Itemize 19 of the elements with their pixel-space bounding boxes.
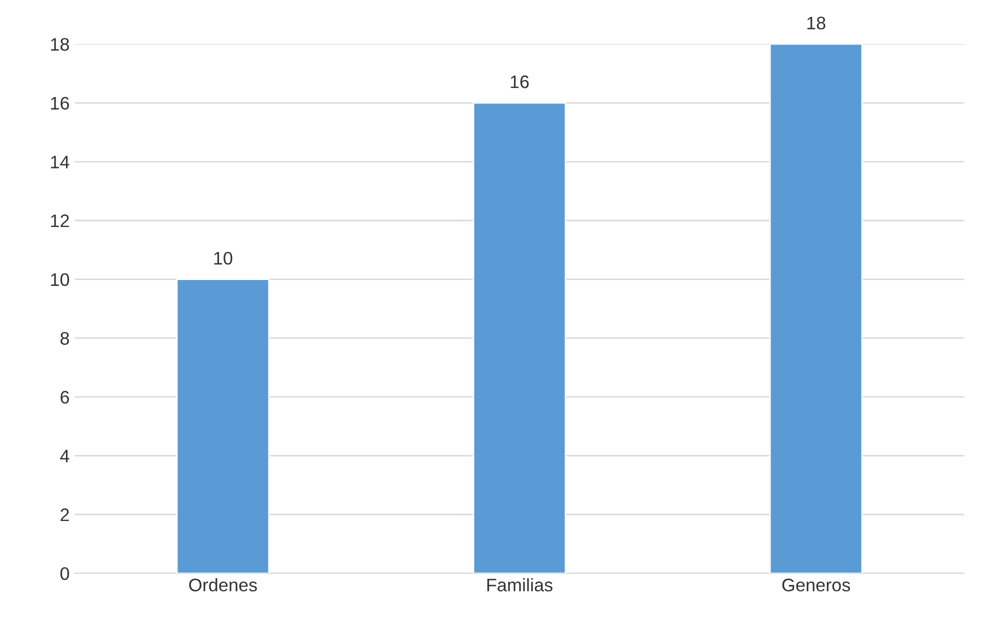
y-tick-label: 4 (60, 450, 70, 462)
bar (176, 278, 270, 574)
y-tick-label: 14 (51, 156, 70, 168)
data-label: 10 (214, 252, 232, 265)
y-tick-label: 16 (51, 96, 69, 110)
x-tick-label: Familias (487, 578, 552, 592)
x-tick-label: Ordenes (189, 578, 257, 592)
y-tick-label: 8 (60, 332, 69, 345)
bar (472, 102, 566, 574)
y-tick-label: 2 (60, 508, 69, 522)
y-tick-label: 6 (60, 390, 69, 404)
y-tick-label: 12 (51, 214, 69, 228)
data-label: 18 (807, 16, 826, 30)
y-tick-label: 10 (51, 273, 70, 286)
x-tick-label: Generos (782, 578, 850, 592)
y-tick-label: 0 (60, 567, 70, 580)
bar (769, 44, 863, 574)
y-tick-label: 18 (51, 38, 69, 51)
data-label: 16 (510, 75, 529, 88)
